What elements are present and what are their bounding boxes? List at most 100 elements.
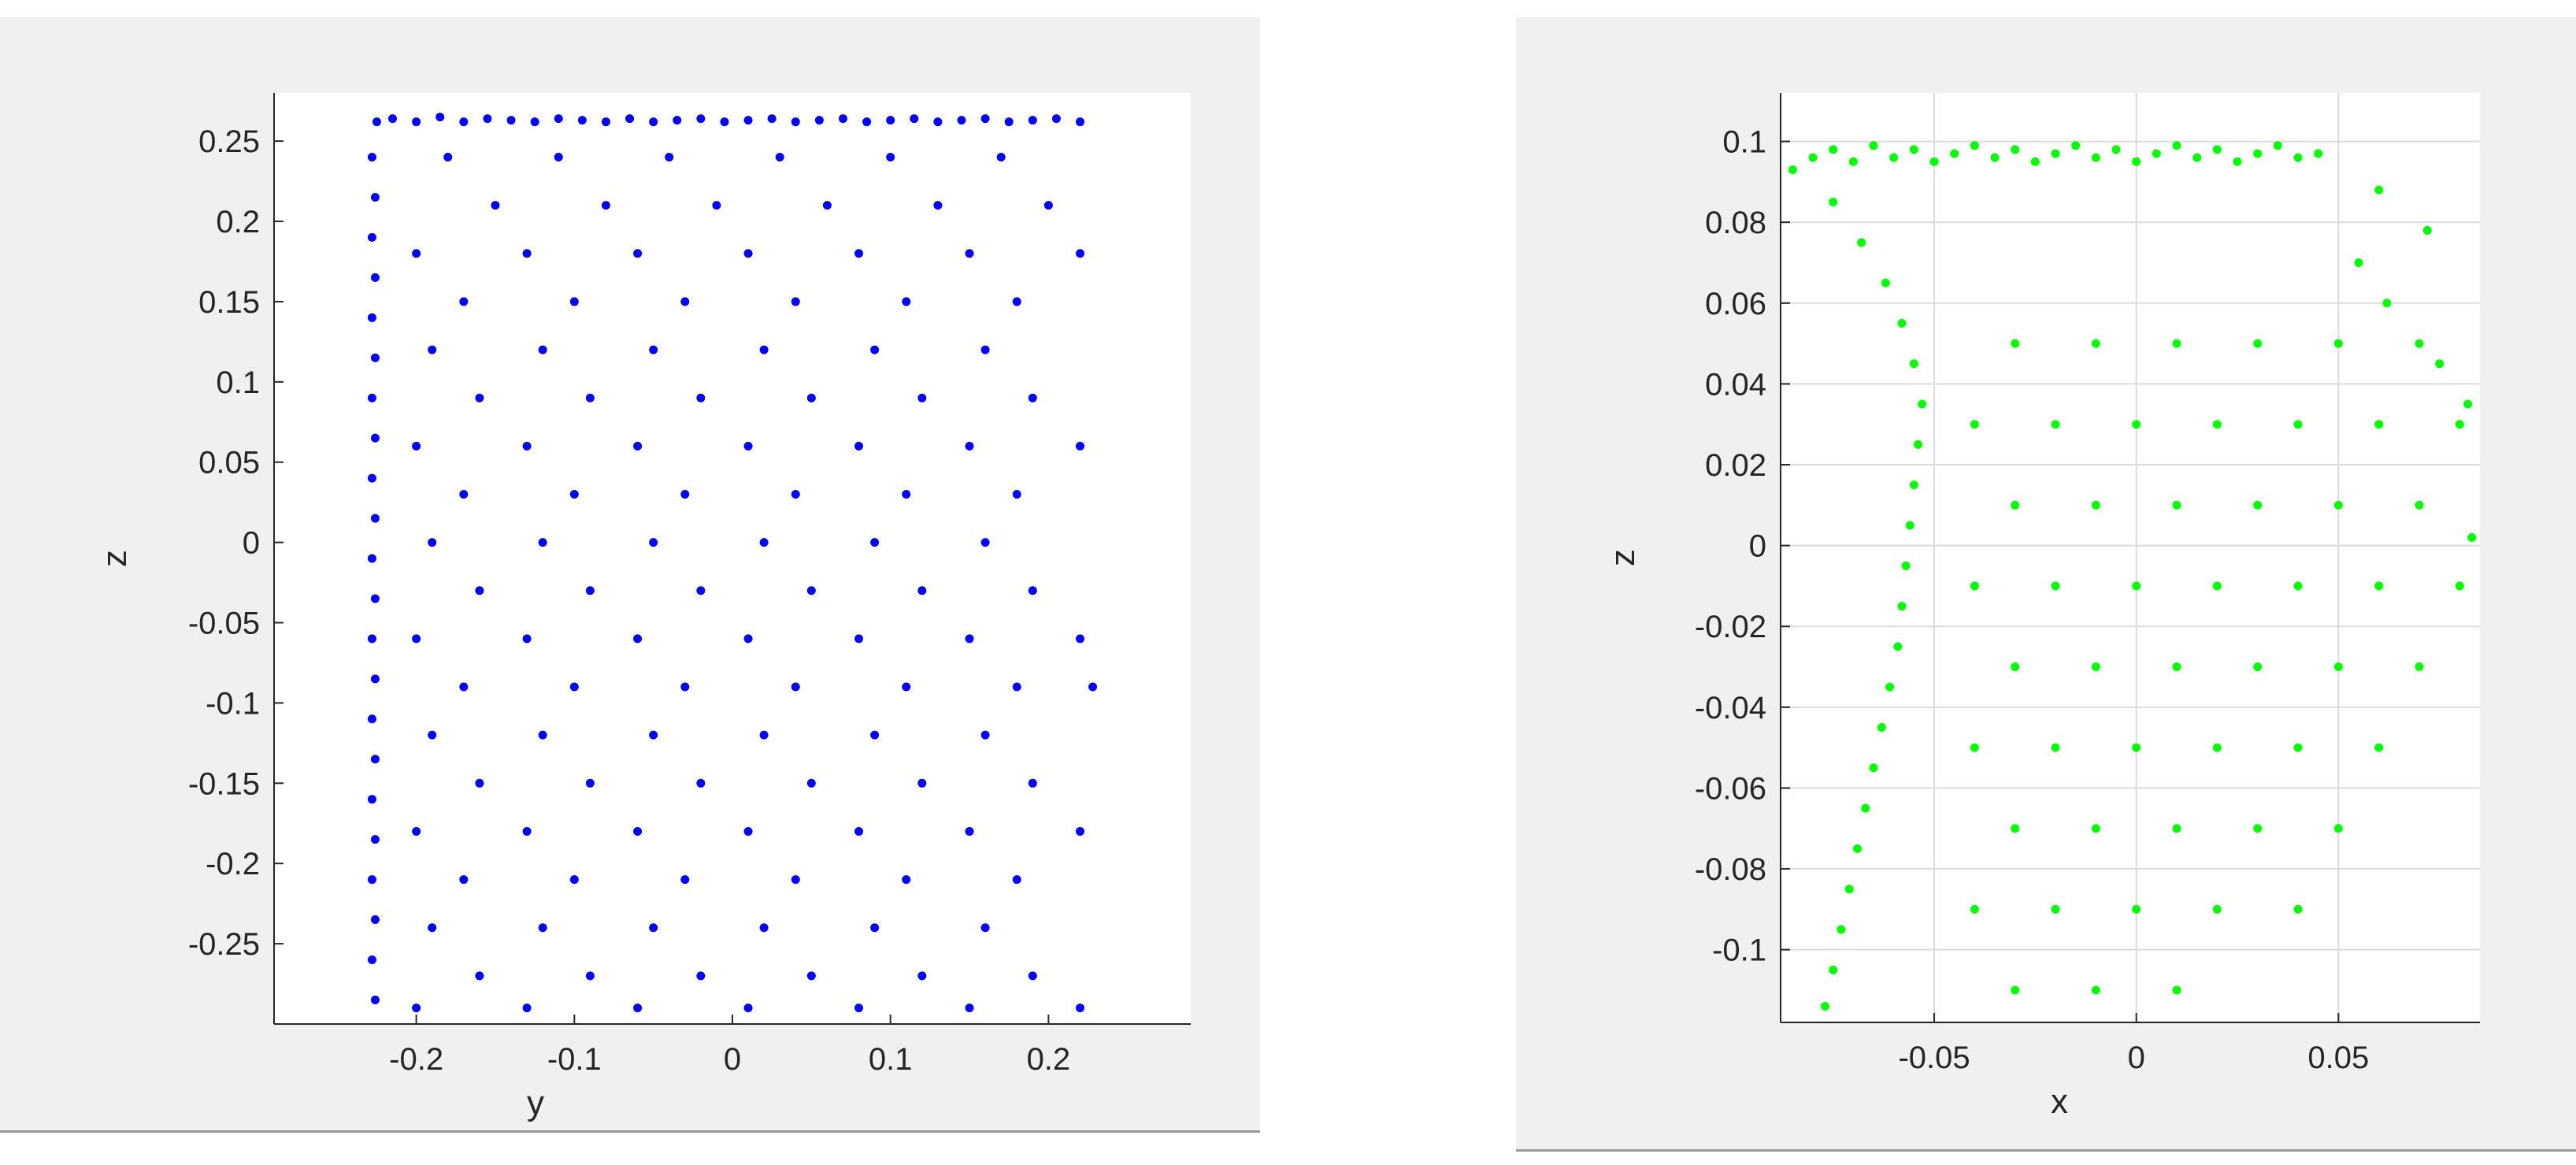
scatter-point [980, 538, 990, 547]
scatter-point [649, 117, 658, 127]
x-tick-label: -0.2 [389, 1042, 443, 1077]
scatter-point [886, 153, 895, 162]
scatter-point [791, 875, 800, 885]
plot-area [274, 93, 1191, 1024]
scatter-point [1829, 145, 1838, 154]
scatter-point [665, 153, 674, 162]
scatter-point [2011, 985, 2020, 995]
scatter-point [1970, 904, 1979, 914]
scatter-point [530, 117, 539, 127]
scatter-point [554, 153, 563, 162]
scatter-point [1028, 116, 1037, 125]
scatter-point [412, 634, 421, 644]
scatter-point [673, 116, 682, 125]
panel-bottom-rule [0, 1130, 1260, 1133]
y-tick-label: 0.15 [198, 285, 260, 320]
scatter-point [2455, 420, 2464, 429]
scatter-point [1028, 971, 1037, 981]
scatter-point [1028, 778, 1037, 788]
scatter-point [2172, 339, 2181, 348]
scatter-point [1028, 393, 1037, 403]
scatter-point [791, 489, 800, 499]
scatter-point [2415, 500, 2424, 510]
scatter-point [965, 441, 974, 451]
right-figure-panel: -0.05 0 0.05 0.1 0.08 0.06 0.04 0.02 0 -0.02 -0.04… [1516, 17, 2576, 1152]
scatter-point [2463, 399, 2473, 409]
scatter-point [372, 117, 381, 127]
scatter-point [2382, 299, 2392, 308]
scatter-point [649, 538, 658, 547]
scatter-point [522, 634, 532, 644]
scatter-point [585, 971, 595, 981]
scatter-point [577, 116, 587, 125]
scatter-point [1820, 1001, 1829, 1011]
scatter-point [902, 875, 911, 885]
scatter-point [980, 923, 990, 933]
scatter-point [910, 114, 919, 124]
scatter-point [2051, 420, 2060, 429]
scatter-point [2467, 532, 2477, 542]
scatter-point [791, 297, 800, 306]
scatter-point [388, 114, 398, 124]
scatter-point [2132, 157, 2141, 166]
scatter-point [870, 345, 880, 354]
scatter-point [585, 778, 595, 788]
scatter-point [2253, 824, 2263, 833]
scatter-point [436, 113, 445, 122]
scatter-point [980, 730, 990, 740]
scatter-point [2293, 420, 2303, 429]
scatter-point [1012, 297, 1021, 306]
y-tick-label: -0.1 [206, 686, 260, 721]
scatter-point [370, 835, 380, 844]
scatter-point [2422, 225, 2432, 235]
scatter-point [483, 114, 492, 124]
scatter-point [569, 682, 579, 692]
scatter-point [806, 971, 816, 981]
scatter-point [822, 201, 832, 210]
scatter-point [649, 923, 658, 933]
scatter-point [459, 875, 469, 885]
scatter-point [1837, 925, 1846, 934]
scatter-point [1076, 1004, 1085, 1013]
scatter-point [1893, 642, 1903, 651]
scatter-point [743, 1004, 753, 1013]
scatter-point [743, 249, 753, 258]
y-tick-label: -0.04 [1695, 691, 1766, 725]
y-tick-label: 0.05 [198, 446, 260, 480]
x-tick-label: 0.1 [869, 1042, 913, 1077]
scatter-point [965, 634, 974, 644]
scatter-point [2071, 141, 2081, 150]
scatter-point [412, 826, 421, 836]
scatter-point [2091, 339, 2100, 348]
scatter-point [696, 778, 706, 788]
x-axis-label: y [527, 1084, 544, 1122]
scatter-point [2011, 662, 2020, 672]
scatter-point [554, 114, 563, 124]
scatter-point [522, 1004, 532, 1013]
scatter-point [2030, 157, 2040, 166]
y-tick-label: 0.02 [1705, 448, 1766, 483]
scatter-point [1909, 145, 1918, 154]
y-tick-label: -0.06 [1695, 771, 1766, 806]
scatter-point [1829, 965, 1838, 974]
y-tick-label: -0.2 [206, 847, 260, 881]
scatter-point [1914, 440, 1923, 449]
scatter-point [1869, 763, 1878, 773]
x-tick-label: 0.05 [2307, 1041, 2369, 1075]
scatter-point [1929, 157, 1939, 166]
scatter-point [806, 393, 816, 403]
scatter-point [1885, 682, 1895, 692]
scatter-point [980, 114, 990, 124]
scatter-point [2333, 662, 2343, 672]
scatter-point [2415, 662, 2424, 672]
scatter-series [367, 113, 1098, 1013]
scatter-point [917, 971, 927, 981]
scatter-point [2212, 420, 2222, 429]
y-tick-label: -0.08 [1695, 852, 1766, 887]
scatter-point [814, 116, 824, 125]
scatter-point [2011, 500, 2020, 510]
scatter-point [743, 826, 753, 836]
scatter-point [720, 117, 729, 127]
scatter-point [759, 538, 769, 547]
scatter-point [370, 192, 380, 202]
